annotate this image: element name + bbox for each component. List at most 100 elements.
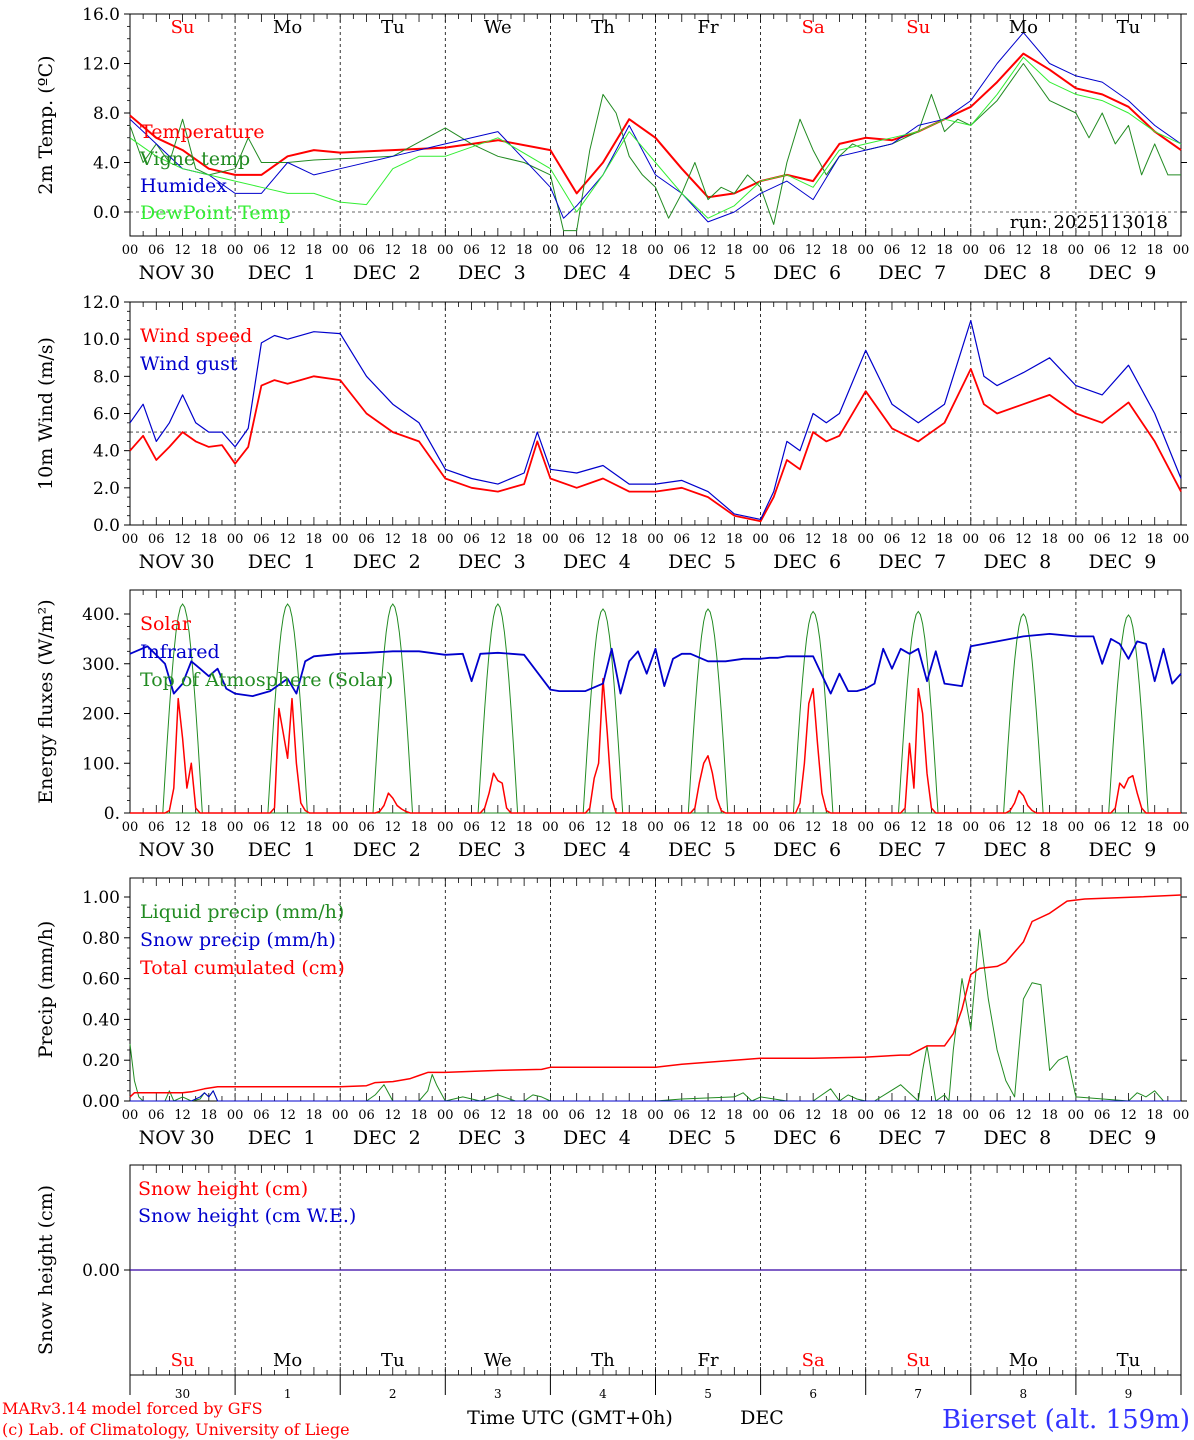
hour-tick-label: 18 xyxy=(621,532,638,547)
hour-tick-label: 12 xyxy=(700,243,717,258)
hour-tick-label: 12 xyxy=(174,820,191,835)
hour-tick-label: 00 xyxy=(1173,820,1190,835)
hour-tick-label: 12 xyxy=(595,243,612,258)
hour-tick-label: 00 xyxy=(437,1108,454,1123)
series-line-wind-speed xyxy=(129,367,1182,523)
hour-tick-label: 12 xyxy=(1015,1108,1032,1123)
legend-entry: DewPoint Temp xyxy=(140,202,291,224)
hour-tick-label: 18 xyxy=(831,820,848,835)
hour-tick-label: 06 xyxy=(989,1108,1006,1123)
hour-tick-label: 00 xyxy=(1068,243,1085,258)
date-label: DEC 6 xyxy=(773,262,841,284)
series-toa-solar-day-7 xyxy=(791,610,835,814)
date-label: DEC 5 xyxy=(668,551,736,573)
hour-tick-label: 06 xyxy=(1094,532,1111,547)
date-label: DEC 3 xyxy=(458,839,526,861)
panel-frame xyxy=(129,589,1182,814)
hour-tick-label: 00 xyxy=(542,532,559,547)
hour-tick-label: 12 xyxy=(1120,820,1137,835)
hour-tick-label: 00 xyxy=(752,532,769,547)
series-line-temperature xyxy=(129,52,1182,199)
hour-tick-label: 00 xyxy=(542,1108,559,1123)
legend-entry: Total cumulated (cm) xyxy=(140,957,345,979)
day-name-label: Tu xyxy=(381,1350,405,1371)
hour-tick-label: 06 xyxy=(253,532,270,547)
hour-tick-label: 06 xyxy=(463,820,480,835)
hour-tick-label: 00 xyxy=(752,1108,769,1123)
hour-tick-label: 18 xyxy=(831,243,848,258)
hour-tick-label: 12 xyxy=(1015,532,1032,547)
legend-entry: Snow height (cm) xyxy=(138,1178,308,1200)
hour-tick-label: 00 xyxy=(752,243,769,258)
hour-tick-label: 00 xyxy=(227,1108,244,1123)
date-label: NOV 30 xyxy=(139,839,215,861)
hour-tick-label: 06 xyxy=(1094,243,1111,258)
hour-tick-label: 06 xyxy=(779,1108,796,1123)
day-number-label: 7 xyxy=(914,1387,922,1401)
hour-tick-label: 00 xyxy=(857,1108,874,1123)
legend-entry: Temperature xyxy=(140,121,264,143)
hour-tick-label: 06 xyxy=(884,1108,901,1123)
date-label: DEC 5 xyxy=(668,839,736,861)
lab-credit: (c) Lab. of Climatology, University of L… xyxy=(2,1420,350,1439)
hour-tick-label: 00 xyxy=(542,243,559,258)
hour-tick-label: 18 xyxy=(306,820,323,835)
series-toa-solar-day-10 xyxy=(1106,614,1151,814)
series-line-dewpoint-temp xyxy=(129,56,1182,219)
date-label: DEC 2 xyxy=(353,551,421,573)
hour-tick-label: 12 xyxy=(595,820,612,835)
hour-tick-label: 00 xyxy=(437,243,454,258)
date-label: DEC 2 xyxy=(353,262,421,284)
date-label: DEC 3 xyxy=(458,551,526,573)
date-label: DEC 3 xyxy=(458,1127,526,1149)
hour-tick-label: 06 xyxy=(674,532,691,547)
hour-tick-label: 00 xyxy=(437,820,454,835)
y-tick-label: 0.20 xyxy=(82,1051,120,1071)
hour-tick-label: 12 xyxy=(700,1108,717,1123)
y-tick-label: 10.0 xyxy=(82,330,120,350)
hour-tick-label: 06 xyxy=(989,243,1006,258)
hour-tick-label: 18 xyxy=(936,820,953,835)
hour-tick-label: 12 xyxy=(1120,243,1137,258)
y-tick-label: 4.0 xyxy=(93,442,120,462)
y-tick-label: 0.60 xyxy=(82,970,120,990)
legend-entry: Wind speed xyxy=(140,325,252,347)
hour-tick-label: 06 xyxy=(148,820,165,835)
day-number-label: 9 xyxy=(1125,1387,1133,1401)
hour-tick-label: 06 xyxy=(989,532,1006,547)
hour-tick-label: 00 xyxy=(963,243,980,258)
hour-tick-label: 06 xyxy=(463,1108,480,1123)
day-number-label: 6 xyxy=(809,1387,817,1401)
hour-tick-label: 06 xyxy=(779,532,796,547)
hour-tick-label: 06 xyxy=(358,243,375,258)
hour-tick-label: 18 xyxy=(201,1108,218,1123)
date-label: DEC 1 xyxy=(248,1127,316,1149)
hour-tick-label: 18 xyxy=(411,243,428,258)
hour-tick-label: 00 xyxy=(122,532,139,547)
hour-tick-label: 12 xyxy=(384,243,401,258)
series-line-vigne-temp xyxy=(129,63,1181,232)
hour-tick-label: 06 xyxy=(779,243,796,258)
hour-tick-label: 12 xyxy=(1015,820,1032,835)
hour-tick-label: 06 xyxy=(1094,820,1111,835)
hour-tick-label: 00 xyxy=(1173,1108,1190,1123)
y-axis-label: Energy fluxes (W/m²) xyxy=(35,599,57,803)
hour-tick-label: 12 xyxy=(490,243,507,258)
date-label: DEC 4 xyxy=(563,1127,631,1149)
hour-tick-label: 00 xyxy=(963,1108,980,1123)
date-label: DEC 9 xyxy=(1089,839,1157,861)
date-label: DEC 6 xyxy=(773,551,841,573)
date-label: NOV 30 xyxy=(139,551,215,573)
hour-tick-label: 12 xyxy=(384,1108,401,1123)
series-toa-solar-day-4 xyxy=(476,603,520,814)
hour-tick-label: 18 xyxy=(1146,1108,1163,1123)
hour-tick-label: 06 xyxy=(568,820,585,835)
hour-tick-label: 12 xyxy=(279,243,296,258)
hour-tick-label: 12 xyxy=(805,243,822,258)
hour-tick-label: 18 xyxy=(516,820,533,835)
day-name-label: Mo xyxy=(273,1350,302,1371)
hour-tick-label: 06 xyxy=(568,1108,585,1123)
series-line-infrared xyxy=(129,633,1182,697)
y-tick-label: 12.0 xyxy=(82,55,120,75)
series-toa-solar-day-5 xyxy=(581,608,625,814)
